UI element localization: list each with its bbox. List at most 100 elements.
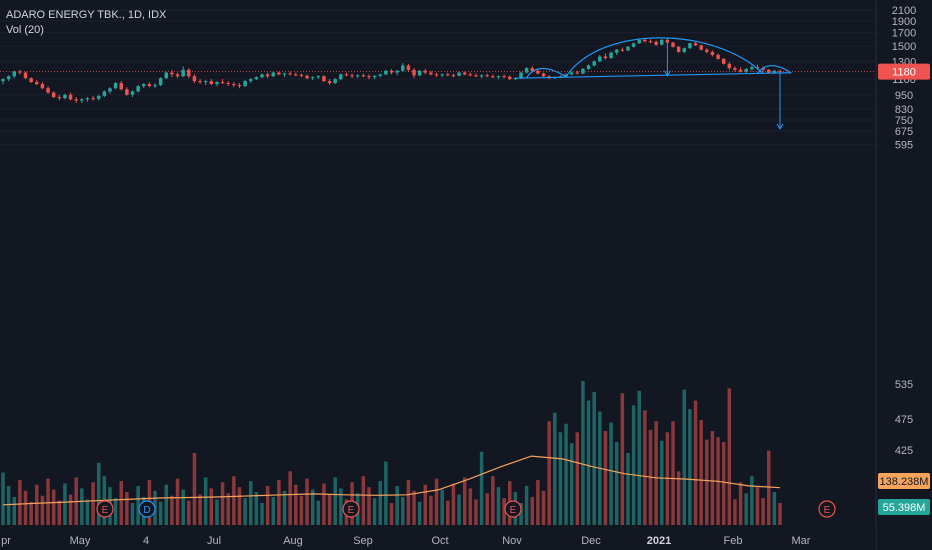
candle-body <box>125 89 129 95</box>
candle-body <box>170 72 174 75</box>
volume-bar <box>220 482 225 525</box>
volume-bar <box>423 484 428 525</box>
pattern-height-arrowhead <box>663 70 671 77</box>
volume-bar <box>339 488 343 525</box>
candle-body <box>643 39 647 42</box>
candle-body <box>187 69 191 77</box>
candle-body <box>598 56 602 62</box>
time-axis-panel[interactable] <box>0 528 876 550</box>
volume-bar <box>462 477 467 525</box>
volume-bar <box>491 476 495 525</box>
price-axis-panel[interactable] <box>876 0 932 550</box>
volume-tick-label: 425 <box>895 445 913 457</box>
volume-bar <box>626 453 630 525</box>
earnings-event-marker[interactable] <box>818 500 836 518</box>
time-tick-label: May <box>70 535 91 547</box>
volume-bar <box>496 487 501 525</box>
volume-last-badge <box>878 499 930 515</box>
candle-body <box>80 99 84 101</box>
candle-body <box>682 48 687 52</box>
candle-body <box>766 69 771 73</box>
time-tick-label: Oct <box>431 535 448 547</box>
candle-body <box>367 76 371 78</box>
volume-bar <box>164 484 169 525</box>
volume-bar <box>569 443 574 525</box>
head-and-shoulders-drawing[interactable] <box>515 37 792 130</box>
candle-body <box>265 74 270 77</box>
volume-bar <box>170 495 174 525</box>
candle-body <box>423 70 428 73</box>
candle-body <box>355 75 360 77</box>
volume-bar <box>305 478 309 525</box>
volume-bar <box>367 487 371 525</box>
candle-body <box>46 88 50 93</box>
earnings-event-marker[interactable] <box>504 500 522 518</box>
earnings-event-marker[interactable] <box>342 500 360 518</box>
volume-bar <box>96 462 101 525</box>
volume-bar <box>553 412 557 525</box>
candle-body <box>699 45 703 50</box>
volume-bar <box>384 461 388 525</box>
candle-body <box>74 99 78 101</box>
time-axis[interactable]: pr May 4 Jul Aug Sep Oct Nov Dec 2021 Feb Mar <box>1 535 811 547</box>
left-shoulder-arc[interactable] <box>526 67 567 79</box>
candle-body <box>479 75 484 77</box>
price-tick-label: 1700 <box>892 28 916 40</box>
volume-bar <box>631 405 636 525</box>
volume-bar <box>125 492 129 525</box>
candle-body <box>147 84 152 87</box>
volume-bar <box>755 487 760 525</box>
volume-bar <box>575 432 580 525</box>
candle-body <box>158 78 163 86</box>
candle-body <box>282 73 287 75</box>
candle-body <box>1 79 5 82</box>
candle-body <box>299 74 304 76</box>
candle-body <box>671 42 675 47</box>
volume-bar <box>18 479 22 525</box>
volume-bar <box>688 409 692 525</box>
candle-body <box>710 51 715 55</box>
candle-body <box>153 85 157 87</box>
volume-ma-line <box>2 455 781 506</box>
candle-body <box>12 71 17 77</box>
volume-bar <box>558 432 563 525</box>
candle-body <box>513 78 518 80</box>
candle-body <box>496 76 501 78</box>
volume-bar <box>46 478 50 525</box>
volume-tick-label: 475 <box>895 414 913 426</box>
candle-body <box>203 81 208 83</box>
candle-body <box>243 81 247 87</box>
volume-bar <box>446 500 450 525</box>
candle-body <box>541 73 546 77</box>
neckline[interactable] <box>515 72 792 79</box>
dividend-event-marker[interactable] <box>138 500 156 518</box>
candle-body <box>536 70 540 74</box>
volume-bar <box>35 484 39 525</box>
event-marker-label: D <box>143 505 150 516</box>
volume-bar <box>592 392 596 525</box>
earnings-event-marker[interactable] <box>96 500 114 518</box>
candle-body <box>322 76 326 82</box>
volume-bar <box>721 442 726 525</box>
event-marker-label: E <box>824 505 831 516</box>
time-tick-label: Dec <box>581 535 601 547</box>
volume-bar <box>457 494 461 525</box>
event-marker-label: E <box>510 505 517 516</box>
candle-body <box>384 70 388 75</box>
candle-body <box>96 95 101 99</box>
candle-body <box>581 68 585 74</box>
head-arc[interactable] <box>565 37 764 78</box>
candle-body <box>429 72 433 75</box>
volume-bar <box>744 493 748 525</box>
candle-body <box>778 70 782 72</box>
volume-ma-badge-text: 138.238M <box>880 476 929 488</box>
right-shoulder-arc[interactable] <box>756 65 792 74</box>
candle-body <box>530 68 535 71</box>
candle-body <box>705 49 709 52</box>
volume-bar <box>254 492 259 525</box>
candle-body <box>462 72 467 75</box>
